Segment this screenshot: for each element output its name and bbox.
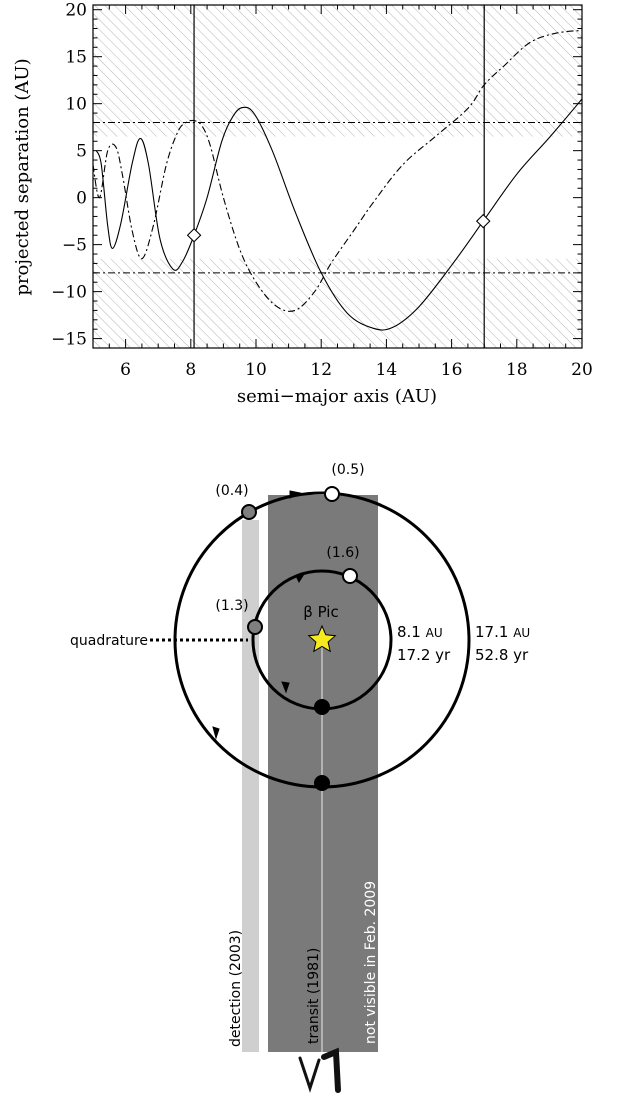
y-axis-label: projected separation (AU) <box>12 58 33 295</box>
phase-label-inner-detection: (1.3) <box>215 598 248 614</box>
phase-label-outer-detection: (0.4) <box>215 483 248 499</box>
excluded-hatch-regions <box>93 5 582 348</box>
star-label: β Pic <box>303 603 338 621</box>
x-tick-label: 10 <box>245 360 267 380</box>
excluded-region-1 <box>93 258 582 348</box>
y-tick-label: 10 <box>65 95 87 115</box>
inner-orbit-arrow-bottom-icon <box>281 681 290 694</box>
y-tick-label: 0 <box>76 189 87 209</box>
x-tick-label: 12 <box>310 360 332 380</box>
inner-orbit-period: 17.2 yr <box>397 646 451 664</box>
handwritten-mark <box>298 1047 341 1093</box>
planet-inner-transit <box>314 699 330 715</box>
outer-orbit-arrow-icon <box>289 490 302 499</box>
outer-orbit-distance: 17.1 AU <box>475 623 530 641</box>
y-tick-label: 20 <box>65 1 87 21</box>
phase-label-outer-top: (0.5) <box>331 462 364 478</box>
outer-orbit-distance-unit: AU <box>513 626 530 640</box>
planet-inner-top <box>342 568 358 584</box>
y-tick-label: −15 <box>51 330 87 350</box>
outer-orbit-arrow-left-icon <box>212 726 220 740</box>
axis-ticks <box>92 5 583 349</box>
x-tick-label: 20 <box>571 360 593 380</box>
y-tick-label: 5 <box>76 142 87 162</box>
x-tick-label: 6 <box>120 360 131 380</box>
orbit-diagram: quadrature β Pic (0.4) (0.5) (1.6) (1.3)… <box>70 462 530 1093</box>
inner-orbit-distance-unit: AU <box>426 626 443 640</box>
phase-label-inner-top: (1.6) <box>326 545 359 561</box>
series-line-dash-dot <box>93 29 582 312</box>
x-tick-label: 16 <box>441 360 463 380</box>
markers <box>186 213 491 243</box>
planet-inner-detection <box>247 619 263 635</box>
detection-band-label: detection (2003) <box>228 930 244 1047</box>
diamond-marker-0 <box>186 227 202 243</box>
star-icon <box>307 624 337 653</box>
reference-lines <box>93 5 582 348</box>
inner-orbit-arrow-icon <box>295 573 306 584</box>
planet-outer-detection <box>241 504 257 520</box>
y-tick-label: −5 <box>62 236 87 256</box>
outer-orbit-period: 52.8 yr <box>475 646 529 664</box>
separation-chart: 6 8 10 12 14 16 18 20 20 15 10 5 0 −5 −10 −15 semi−majo… <box>12 1 593 407</box>
not-visible-band <box>268 495 378 1052</box>
outer-orbit-distance-value: 17.1 <box>475 623 508 641</box>
planet-outer-transit <box>314 775 330 791</box>
diamond-marker-1 <box>475 213 491 229</box>
series-lines <box>93 29 582 331</box>
x-axis-label: semi−major axis (AU) <box>237 386 437 407</box>
planet-outer-top <box>324 486 340 502</box>
tick-labels: 6 8 10 12 14 16 18 20 20 15 10 5 0 −5 −10 −15 <box>51 1 593 380</box>
x-tick-label: 14 <box>376 360 398 380</box>
excluded-region-0 <box>93 5 582 137</box>
y-tick-label: 15 <box>65 48 87 68</box>
x-tick-label: 8 <box>185 360 196 380</box>
x-tick-label: 18 <box>506 360 528 380</box>
not-visible-band-label: not visible in Feb. 2009 <box>363 881 379 1044</box>
inner-orbit-distance-value: 8.1 <box>397 623 421 641</box>
y-tick-label: −10 <box>51 283 87 303</box>
transit-band-label: transit (1981) <box>306 948 322 1044</box>
quadrature-label: quadrature <box>70 633 148 649</box>
series-line-solid <box>95 98 582 331</box>
inner-orbit-distance: 8.1 AU <box>397 623 443 641</box>
